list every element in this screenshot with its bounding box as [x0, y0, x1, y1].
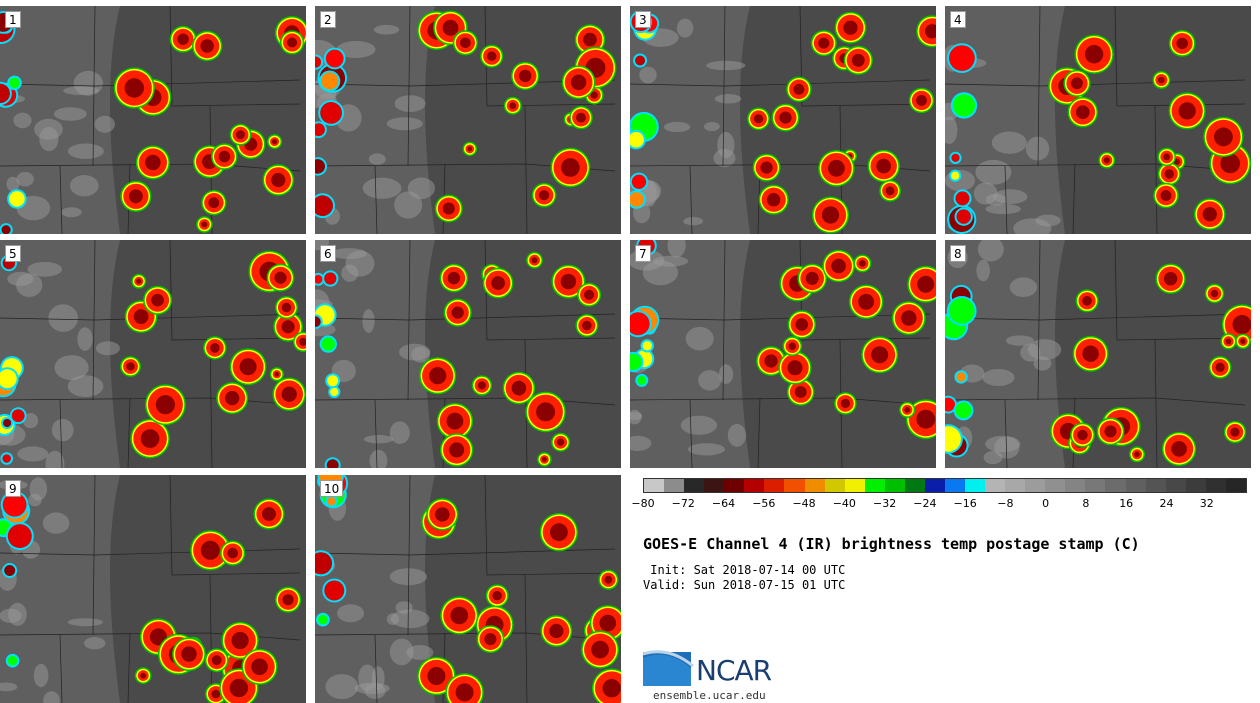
colorbar-tick-label: −48 — [792, 497, 816, 510]
site-url: ensemble.ucar.edu — [653, 689, 766, 702]
colorbar-tick-label: −80 — [631, 497, 655, 510]
colorbar-segment — [804, 479, 825, 492]
postage-stamp-panel: 3 — [630, 6, 936, 234]
colorbar-tick-label: 16 — [1119, 497, 1134, 510]
colorbar-tick-label: −72 — [671, 497, 695, 510]
postage-stamp-panel: 4 — [945, 6, 1251, 234]
panel-number-label: 9 — [5, 480, 21, 497]
colorbar-segment — [1145, 479, 1166, 492]
colorbar-segment — [664, 479, 685, 492]
colorbar-segment — [904, 479, 925, 492]
colorbar-segment — [1165, 479, 1186, 492]
colorbar — [643, 478, 1247, 493]
colorbar-segment — [884, 479, 905, 492]
colorbar-segment — [924, 479, 945, 492]
colorbar-segment — [965, 479, 986, 492]
postage-stamp-panel: 2 — [315, 6, 621, 234]
colorbar-segment — [1105, 479, 1126, 492]
colorbar-segment — [644, 479, 665, 492]
figure-title: GOES-E Channel 4 (IR) brightness temp po… — [643, 535, 1140, 553]
colorbar-tick-label: 32 — [1199, 497, 1214, 510]
postage-stamp-panel: 7 — [630, 240, 936, 468]
panel-number-label: 8 — [950, 245, 966, 262]
colorbar-segment — [985, 479, 1006, 492]
panel-number-label: 6 — [320, 245, 336, 262]
colorbar-segment — [1025, 479, 1046, 492]
colorbar-segment — [1205, 479, 1226, 492]
colorbar-tick-label: −32 — [872, 497, 897, 510]
panel-number-label: 3 — [635, 11, 651, 28]
colorbar-tick-label: −64 — [711, 497, 736, 510]
colorbar-tick-label: 24 — [1159, 497, 1174, 510]
valid-time: Valid: Sun 2018-07-15 01 UTC — [643, 578, 846, 592]
init-time: Init: Sat 2018-07-14 00 UTC — [643, 563, 846, 577]
postage-stamp-panel: 5 — [0, 240, 306, 468]
colorbar-segment — [744, 479, 765, 492]
colorbar-tick-label: −24 — [913, 497, 937, 510]
colorbar-segment — [704, 479, 725, 492]
colorbar-tick-label: −8 — [997, 497, 1014, 510]
colorbar-segment — [1225, 479, 1246, 492]
colorbar-segment — [1005, 479, 1026, 492]
colorbar-segment — [864, 479, 885, 492]
colorbar-segment — [784, 479, 805, 492]
colorbar-tick-label: 8 — [1082, 497, 1090, 510]
panel-number-label: 7 — [635, 245, 651, 262]
colorbar-segment — [1185, 479, 1206, 492]
postage-stamp-panel: 6 — [315, 240, 621, 468]
colorbar-segment — [944, 479, 965, 492]
panel-number-label: 5 — [5, 245, 21, 262]
colorbar-segment — [1065, 479, 1086, 492]
colorbar-tick-label: −40 — [832, 497, 856, 510]
panel-number-label: 4 — [950, 11, 966, 28]
panel-number-label: 10 — [320, 480, 344, 497]
postage-stamp-panel: 8 — [945, 240, 1251, 468]
colorbar-segment — [824, 479, 845, 492]
logo-text: NCAR — [696, 654, 772, 687]
colorbar-ticks: −80 −72 −64 −56 −48 −40 −32 −24 −16 −8 0 8 16 24 32 — [631, 497, 1247, 513]
colorbar-segment — [684, 479, 705, 492]
colorbar-segment — [1085, 479, 1106, 492]
colorbar-tick-label: −56 — [752, 497, 776, 510]
colorbar-segment — [724, 479, 745, 492]
postage-stamp-panel: 1 — [0, 6, 306, 234]
colorbar-tick-label: −16 — [953, 497, 977, 510]
postage-stamp-panel: 10 — [315, 475, 621, 703]
panel-number-label: 2 — [320, 11, 336, 28]
colorbar-tick-label: 0 — [1042, 497, 1050, 510]
panel-number-label: 1 — [5, 11, 21, 28]
postage-stamp-panel: 9 — [0, 475, 306, 703]
colorbar-segment — [764, 479, 785, 492]
colorbar-segment — [844, 479, 865, 492]
colorbar-segment — [1125, 479, 1146, 492]
colorbar-segment — [1045, 479, 1066, 492]
ncar-logo-icon — [643, 650, 694, 686]
